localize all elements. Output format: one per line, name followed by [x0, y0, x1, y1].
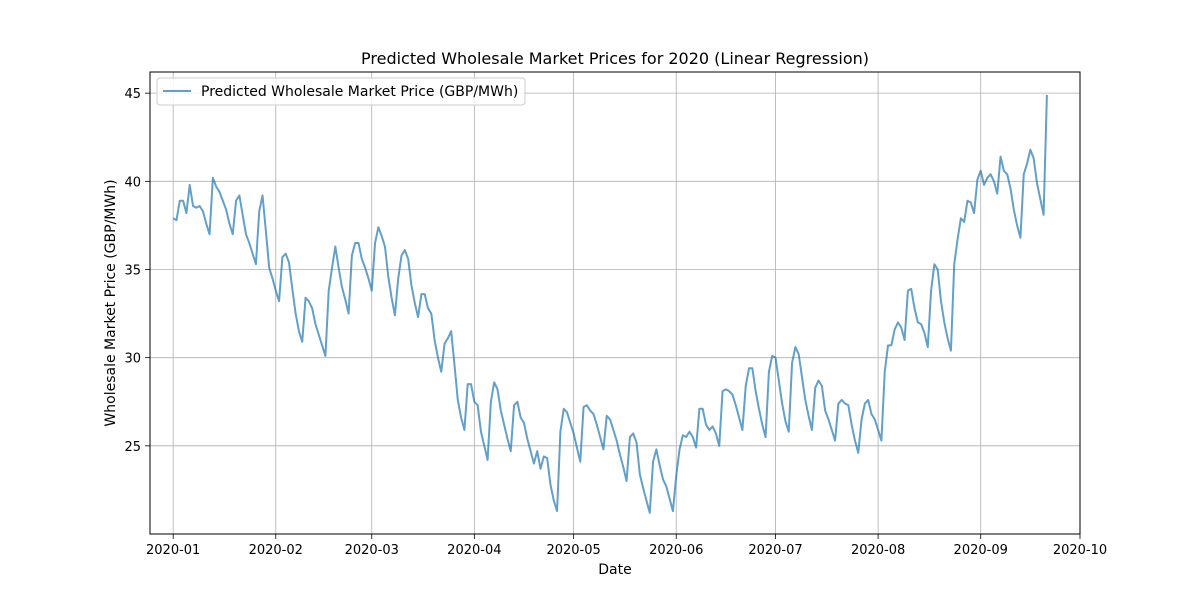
legend-box	[156, 77, 526, 106]
y-axis: 25 30 35 40 45	[124, 87, 150, 455]
x-tick-label: 2020-01	[146, 543, 200, 558]
y-tick-label: 45	[124, 87, 141, 102]
y-tick-label: 30	[124, 352, 141, 367]
legend-label: Predicted Wholesale Market Price (GBP/MW…	[201, 84, 518, 100]
x-tick-label: 2020-09	[954, 543, 1008, 558]
plot-frame	[149, 71, 1081, 535]
x-tick-label: 2020-05	[546, 543, 600, 558]
x-tick-label: 2020-04	[447, 543, 501, 558]
series-layer	[172, 94, 1048, 514]
y-tick-label: 35	[124, 263, 141, 278]
x-axis: 2020-01 2020-02 2020-03 2020-04 2020-05 2020-…	[146, 534, 1107, 558]
series-line	[172, 94, 1048, 514]
x-tick-label: 2020-02	[249, 543, 303, 558]
y-tick-label: 40	[124, 175, 141, 190]
x-tick-label: 2020-07	[748, 543, 802, 558]
legend: Predicted Wholesale Market Price (GBP/MW…	[156, 77, 526, 106]
x-tick-label: 2020-08	[851, 543, 905, 558]
chart-title: Predicted Wholesale Market Prices for 20…	[361, 49, 869, 68]
x-tick-label: 2020-03	[345, 543, 399, 558]
x-axis-label: Date	[598, 562, 631, 578]
x-tick-label: 2020-10	[1053, 543, 1107, 558]
y-axis-label: Wholesale Market Price (GBP/MWh)	[103, 179, 119, 426]
x-tick-label: 2020-06	[649, 543, 703, 558]
y-tick-label: 25	[124, 440, 141, 455]
